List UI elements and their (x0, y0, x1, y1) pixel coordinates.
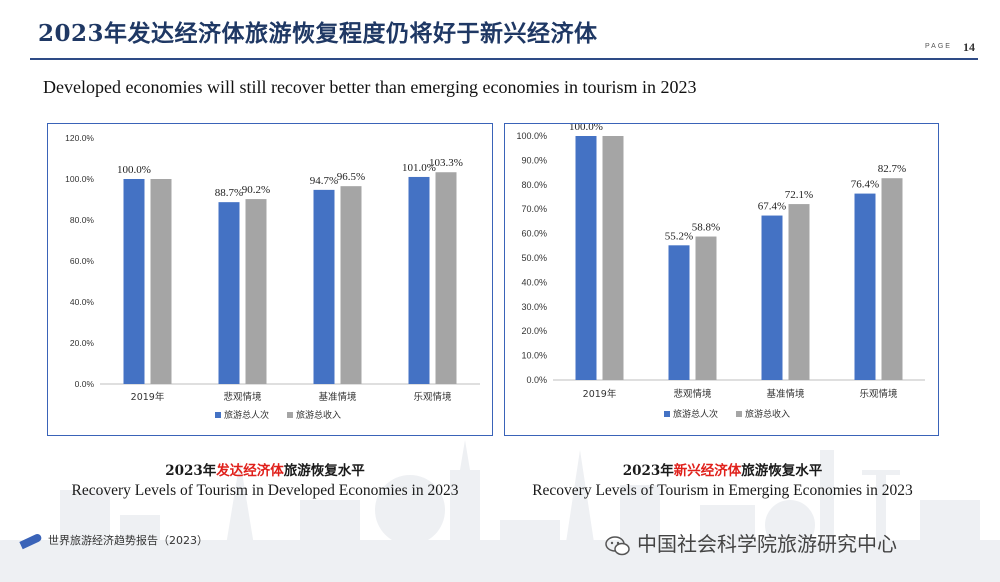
caption-emerging-en: Recovery Levels of Tourism in Emerging E… (532, 482, 913, 499)
bar-revenue (340, 186, 362, 384)
legend-swatch (215, 412, 221, 418)
chart-panel-developed: 0.0% 20.0% 40.0% 60.0% 80.0% 100.0% 120.0% 100.… (47, 123, 493, 436)
legend-label: 旅游总收入 (745, 408, 790, 420)
y-tick-label: 100.0% (516, 131, 547, 141)
caption-developed-prefix: 2023年 (165, 463, 217, 479)
bar-visits (575, 136, 597, 380)
data-label: 76.4% (851, 179, 879, 191)
caption-emerging: 2023年新兴经济体旅游恢复水平 Recovery Levels of Tour… (495, 459, 950, 500)
data-label: 101.0% (402, 162, 436, 174)
bar-visits (408, 176, 430, 384)
wechat-icon (605, 535, 630, 555)
legend-label: 旅游总收入 (296, 409, 341, 421)
data-label: 94.7% (310, 175, 338, 187)
bar-visits (668, 245, 690, 380)
skyline-background (0, 440, 1000, 582)
y-tick-label: 20.0% (70, 338, 95, 348)
data-label: 100.0% (117, 164, 151, 176)
bar-revenue (435, 172, 457, 384)
data-label: 103.3% (429, 157, 463, 169)
pen-icon (19, 532, 43, 550)
data-label: 96.5% (337, 171, 365, 183)
x-category-label: 基准情境 (318, 391, 357, 403)
legend-label: 旅游总人次 (224, 409, 269, 421)
page-number: 14 (963, 40, 975, 54)
bar-visits (313, 189, 335, 384)
data-label: 82.7% (878, 163, 906, 175)
y-tick-label: 70.0% (521, 204, 547, 214)
data-label: 72.1% (785, 189, 813, 201)
y-tick-label: 80.0% (521, 180, 547, 190)
page-label: PAGE (925, 43, 952, 50)
legend-swatch (664, 411, 670, 417)
data-label: 100.0% (569, 124, 603, 133)
x-category-label: 悲观情境 (223, 391, 262, 403)
data-label: 55.2% (665, 230, 693, 242)
y-tick-label: 20.0% (521, 326, 547, 336)
y-tick-label: 30.0% (521, 302, 547, 312)
caption-emerging-highlight: 新兴经济体 (673, 463, 742, 479)
y-tick-label: 40.0% (70, 297, 95, 307)
bar-revenue (881, 178, 903, 380)
y-tick-label: 90.0% (521, 155, 547, 165)
caption-developed-cn: 2023年发达经济体旅游恢复水平 (20, 459, 510, 479)
legend-swatch (736, 411, 742, 417)
y-tick-label: 60.0% (70, 256, 95, 266)
chart-panel-emerging: 0.0% 10.0% 20.0% 30.0% 40.0% 50.0% 60.0% 70.0% 8… (504, 123, 939, 436)
data-label: 88.7% (215, 187, 243, 199)
x-category-label: 乐观情境 (859, 388, 898, 400)
bar-visits (218, 202, 240, 384)
bar-revenue (788, 204, 810, 380)
legend-label: 旅游总人次 (673, 408, 718, 420)
y-tick-label: 100.0% (65, 174, 94, 184)
chart-emerging: 0.0% 10.0% 20.0% 30.0% 40.0% 50.0% 60.0% 70.0% 8… (516, 124, 925, 420)
footer-report-text: 世界旅游经济趋势报告（2023） (48, 534, 208, 547)
bar-revenue (245, 199, 267, 384)
caption-developed-highlight: 发达经济体 (216, 463, 284, 479)
x-category-label: 乐观情境 (413, 391, 452, 403)
bar-revenue (695, 236, 717, 380)
title-divider (30, 58, 978, 60)
footer-watermark-text: 中国社会科学院旅游研究中心 (637, 532, 897, 556)
y-tick-label: 40.0% (521, 277, 547, 287)
bar-visits (761, 215, 783, 380)
x-category-label: 基准情境 (766, 388, 805, 400)
bar-revenue (602, 136, 624, 380)
bar-revenue (150, 179, 172, 384)
caption-developed-suffix: 旅游恢复水平 (283, 463, 365, 479)
y-tick-label: 0.0% (75, 379, 95, 389)
x-category-label: 悲观情境 (673, 388, 712, 400)
caption-emerging-prefix: 2023年 (622, 463, 674, 479)
y-tick-label: 60.0% (521, 229, 547, 239)
bar-visits (854, 193, 876, 380)
page-title: 2023年发达经济体旅游恢复程度仍将好于新兴经济体 (38, 20, 598, 47)
x-category-label: 2019年 (131, 391, 165, 403)
y-tick-label: 120.0% (65, 133, 94, 143)
caption-emerging-cn: 2023年新兴经济体旅游恢复水平 (495, 459, 950, 479)
y-tick-label: 10.0% (521, 351, 547, 361)
caption-developed: 2023年发达经济体旅游恢复水平 Recovery Levels of Tour… (20, 459, 510, 500)
footer-watermark: 中国社会科学院旅游研究中心 (605, 528, 897, 557)
data-label: 67.4% (758, 201, 786, 213)
y-tick-label: 0.0% (526, 375, 547, 385)
page-subtitle: Developed economies will still recover b… (43, 77, 697, 97)
y-tick-label: 50.0% (521, 253, 547, 263)
y-tick-label: 80.0% (70, 215, 95, 225)
caption-developed-en: Recovery Levels of Tourism in Developed … (71, 482, 459, 499)
data-label: 58.8% (692, 222, 720, 234)
bar-visits (123, 179, 145, 384)
footer-report-name: 世界旅游经济趋势报告（2023） (19, 532, 208, 550)
x-category-label: 2019年 (583, 388, 617, 400)
data-label: 90.2% (242, 184, 270, 196)
legend-swatch (287, 412, 293, 418)
chart-developed: 0.0% 20.0% 40.0% 60.0% 80.0% 100.0% 120.0% 100.… (65, 133, 480, 421)
caption-emerging-suffix: 旅游恢复水平 (741, 463, 823, 479)
